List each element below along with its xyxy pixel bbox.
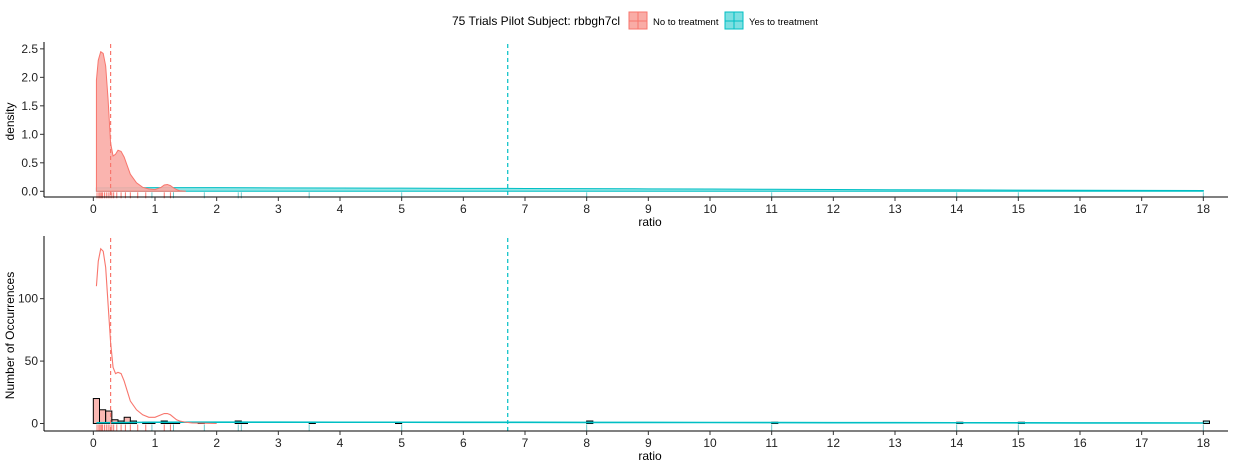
x-tick-label-14: 14 — [950, 202, 964, 216]
x-tick-label-18: 18 — [1197, 202, 1211, 216]
top-density-panel: 0 1 2 3 4 5 6 7 8 9 10 11 12 13 14 15 16 17 180.00.51.01.5… — [3, 42, 1228, 229]
y-axis-title: density — [3, 102, 17, 140]
legend-label-yes-to-treatment: Yes to treatment — [749, 17, 818, 28]
x-tick-label-4: 4 — [337, 202, 344, 216]
x-tick-label-9: 9 — [645, 202, 652, 216]
legend-item-no-to-treatment: No to treatment — [628, 11, 719, 30]
x-tick-label-13: 13 — [888, 202, 902, 216]
x-tick-label-4: 4 — [337, 436, 344, 450]
x-tick-label-2: 2 — [213, 436, 220, 450]
legend-title: 75 Trials Pilot Subject: rbbgh7cl — [452, 14, 620, 28]
legend-label-no-to-treatment: No to treatment — [653, 17, 719, 28]
x-tick-label-0: 0 — [90, 436, 97, 450]
x-tick-label-16: 16 — [1073, 436, 1087, 450]
x-tick-label-12: 12 — [827, 436, 841, 450]
x-tick-label-15: 15 — [1012, 436, 1026, 450]
y-tick-label-1: 0.5 — [21, 156, 38, 170]
y-tick-label-3: 1.5 — [21, 99, 38, 113]
x-tick-label-6: 6 — [460, 436, 467, 450]
y-tick-label-2: 100 — [18, 292, 38, 306]
x-tick-label-17: 17 — [1135, 436, 1149, 450]
density-line-yes — [96, 421, 1204, 424]
histogram-bar-no-0 — [92, 398, 101, 425]
y-axis-title: Number of Occurrences — [3, 272, 17, 399]
x-tick-label-17: 17 — [1135, 202, 1149, 216]
legend: 75 Trials Pilot Subject: rbbgh7cl No to … — [452, 11, 818, 30]
x-tick-label-5: 5 — [398, 436, 405, 450]
x-tick-label-16: 16 — [1073, 202, 1087, 216]
x-tick-label-10: 10 — [703, 436, 717, 450]
x-tick-label-10: 10 — [703, 202, 717, 216]
histogram-bar-no-2 — [105, 410, 113, 425]
y-tick-label-0: 0 — [31, 417, 38, 431]
x-tick-label-3: 3 — [275, 202, 282, 216]
y-tick-label-2: 1.0 — [21, 127, 38, 141]
x-tick-label-12: 12 — [827, 202, 841, 216]
x-axis-title: ratio — [638, 215, 662, 229]
x-tick-label-8: 8 — [583, 436, 590, 450]
x-tick-label-11: 11 — [765, 436, 778, 450]
x-tick-label-9: 9 — [645, 436, 652, 450]
y-tick-label-5: 2.5 — [21, 42, 38, 56]
x-tick-label-14: 14 — [950, 436, 964, 450]
x-tick-label-0: 0 — [90, 202, 97, 216]
x-tick-label-11: 11 — [765, 202, 778, 216]
x-tick-label-13: 13 — [888, 436, 902, 450]
x-tick-label-18: 18 — [1197, 436, 1211, 450]
x-tick-label-1: 1 — [152, 202, 159, 216]
density-area-no — [95, 50, 186, 192]
density-line-no — [95, 247, 217, 425]
y-tick-label-1: 50 — [25, 354, 39, 368]
legend-item-yes-to-treatment: Yes to treatment — [724, 11, 818, 30]
x-axis-title: ratio — [638, 449, 662, 463]
histogram-bar-yes-11 — [1202, 420, 1210, 425]
x-tick-label-1: 1 — [152, 436, 159, 450]
density-area-yes — [95, 187, 1204, 192]
bottom-histogram-panel: 0 1 2 3 4 5 6 7 8 9 10 11 12 13 14 15 16 17 18050100ratioN… — [3, 236, 1228, 463]
x-tick-label-8: 8 — [583, 202, 590, 216]
y-tick-label-4: 2.0 — [21, 70, 38, 84]
x-tick-label-15: 15 — [1012, 202, 1026, 216]
x-tick-label-5: 5 — [398, 202, 405, 216]
x-tick-label-6: 6 — [460, 202, 467, 216]
y-tick-label-0: 0.0 — [21, 184, 38, 198]
x-tick-label-7: 7 — [522, 436, 529, 450]
x-tick-label-3: 3 — [275, 436, 282, 450]
x-tick-label-2: 2 — [213, 202, 220, 216]
histogram-bar-no-5 — [123, 416, 131, 425]
x-tick-label-7: 7 — [522, 202, 529, 216]
histogram-bar-no-1 — [99, 409, 107, 425]
